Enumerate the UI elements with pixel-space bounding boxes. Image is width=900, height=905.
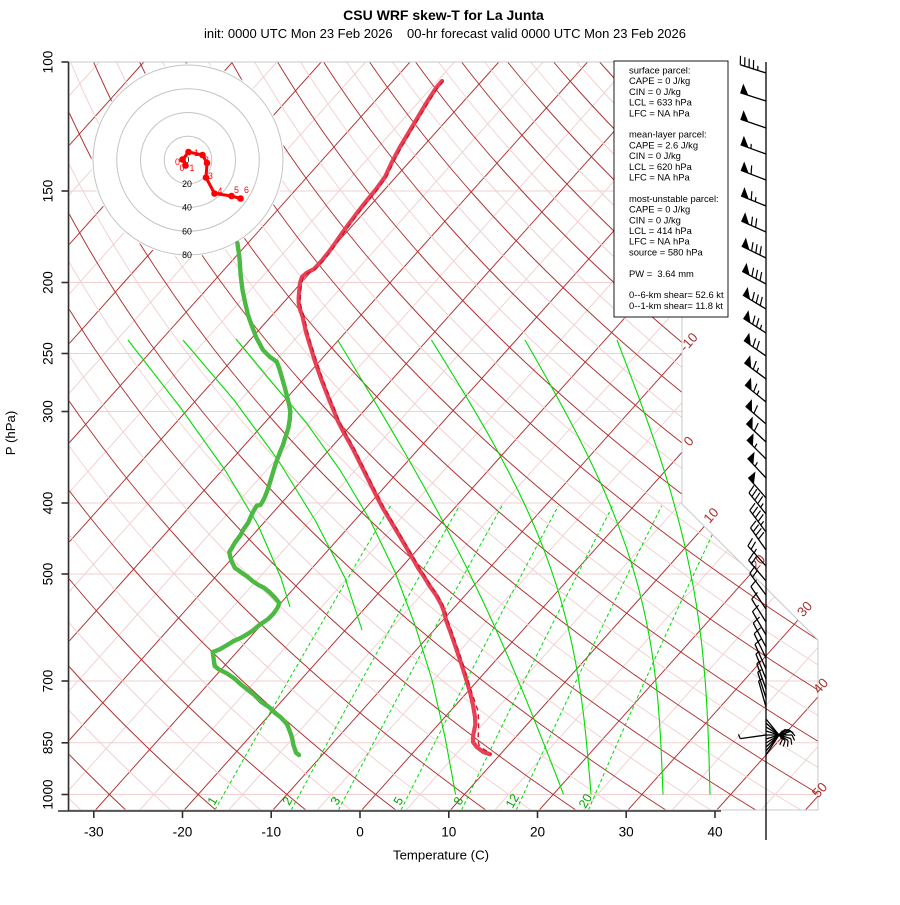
svg-text:2: 2 (204, 155, 209, 165)
svg-text:surface parcel:: surface parcel: (629, 65, 691, 76)
svg-text:LFC = NA hPa: LFC = NA hPa (629, 236, 690, 247)
svg-text:-10: -10 (261, 825, 281, 840)
svg-text:40: 40 (810, 675, 831, 696)
svg-text:PW = 3.64 mm: PW = 3.64 mm (629, 268, 694, 279)
svg-text:30: 30 (794, 598, 815, 619)
svg-text:CAPE = 0 J/kg: CAPE = 0 J/kg (629, 204, 690, 215)
svg-text:1000: 1000 (41, 779, 56, 810)
svg-text:CAPE = 2.6 J/kg: CAPE = 2.6 J/kg (629, 139, 698, 150)
svg-text:20: 20 (182, 179, 192, 189)
svg-text:-20: -20 (173, 825, 193, 840)
svg-text:most-unstable parcel:: most-unstable parcel: (629, 193, 719, 204)
svg-text:0--6-km shear= 52.6 kt: 0--6-km shear= 52.6 kt (629, 289, 724, 300)
svg-text:LFC = NA hPa: LFC = NA hPa (629, 172, 690, 183)
svg-text:1: 1 (190, 163, 195, 173)
svg-text:LFC = NA hPa: LFC = NA hPa (629, 107, 690, 118)
svg-text:-30: -30 (84, 825, 104, 840)
svg-text:CIN = 0 J/kg: CIN = 0 J/kg (629, 86, 681, 97)
svg-text:300: 300 (41, 400, 56, 423)
svg-text:80: 80 (182, 250, 192, 260)
svg-text:LCL = 414 hPa: LCL = 414 hPa (629, 225, 693, 236)
svg-text:20: 20 (576, 791, 595, 810)
svg-text:source = 580 hPa: source = 580 hPa (629, 246, 704, 257)
svg-text:250: 250 (41, 342, 56, 365)
svg-text:50: 50 (809, 779, 830, 800)
svg-text:850: 850 (41, 731, 56, 754)
svg-text:5: 5 (234, 185, 239, 195)
svg-text:40: 40 (707, 825, 723, 840)
svg-text:0: 0 (185, 155, 190, 165)
svg-text:mean-layer parcel:: mean-layer parcel: (629, 129, 707, 140)
svg-text:LCL = 633 hPa: LCL = 633 hPa (629, 97, 693, 108)
svg-text:150: 150 (41, 179, 56, 202)
svg-text:0--1-km shear= 11.8 kt: 0--1-km shear= 11.8 kt (629, 300, 723, 311)
svg-text:CSU WRF skew-T for La Junta: CSU WRF skew-T for La Junta (343, 7, 544, 23)
svg-text:10: 10 (441, 825, 457, 840)
svg-text:CIN = 0 J/kg: CIN = 0 J/kg (629, 150, 681, 161)
svg-text:6: 6 (244, 185, 249, 195)
svg-text:init: 0000 UTC Mon 23 Feb 2026: init: 0000 UTC Mon 23 Feb 2026 00-hr for… (204, 26, 686, 41)
svg-text:4: 4 (218, 186, 223, 196)
svg-text:P (hPa): P (hPa) (3, 411, 18, 455)
svg-text:10: 10 (700, 505, 721, 526)
svg-text:1: 1 (194, 148, 199, 158)
svg-text:0: 0 (180, 163, 185, 173)
svg-text:20: 20 (530, 825, 546, 840)
svg-text:LCL = 620 hPa: LCL = 620 hPa (629, 161, 693, 172)
svg-text:CIN = 0 J/kg: CIN = 0 J/kg (629, 214, 681, 225)
svg-text:30: 30 (619, 825, 635, 840)
svg-text:700: 700 (41, 669, 56, 692)
svg-text:CAPE = 0 J/kg: CAPE = 0 J/kg (629, 75, 690, 86)
svg-text:Temperature (C): Temperature (C) (393, 848, 489, 863)
svg-text:200: 200 (41, 271, 56, 294)
svg-text:0: 0 (356, 825, 364, 840)
svg-text:60: 60 (182, 226, 192, 236)
svg-text:12: 12 (503, 791, 522, 810)
svg-text:0: 0 (175, 157, 180, 167)
svg-text:100: 100 (41, 50, 56, 73)
svg-text:400: 400 (41, 491, 56, 514)
svg-text:3: 3 (208, 171, 213, 181)
svg-text:40: 40 (182, 203, 192, 213)
svg-text:20: 20 (747, 552, 768, 573)
svg-text:500: 500 (41, 562, 56, 585)
